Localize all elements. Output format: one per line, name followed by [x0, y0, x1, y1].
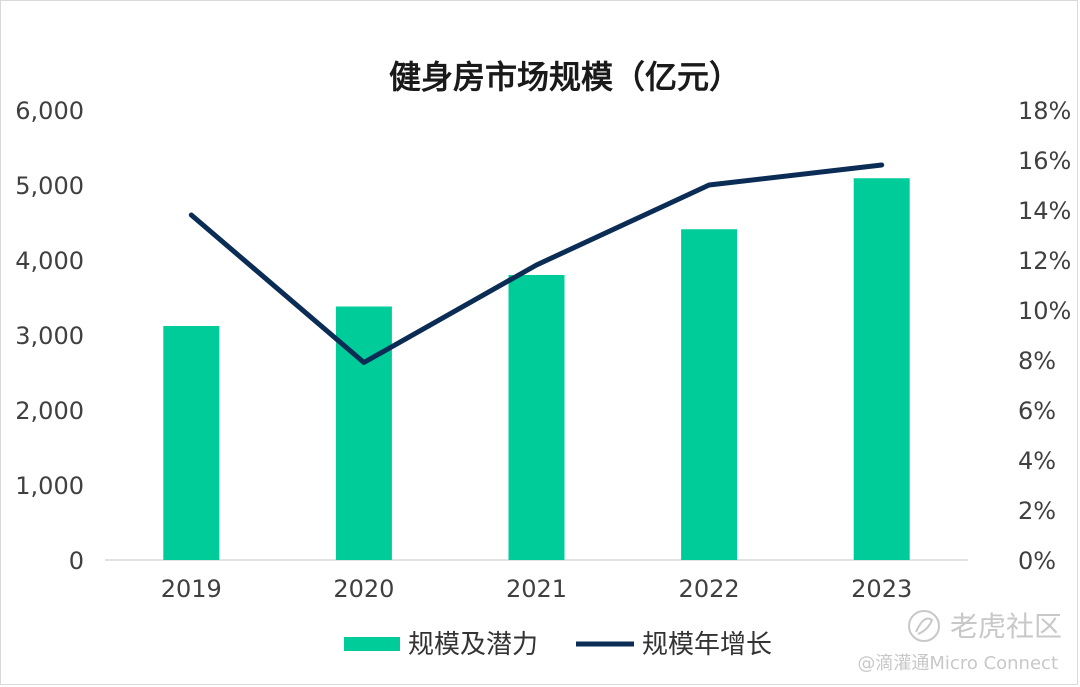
x-tick-label: 2022: [679, 575, 740, 603]
left-tick-label: 2,000: [15, 397, 84, 425]
left-axis-ticks: 0 1,000 2,000 3,000 4,000 5,000 6,000: [15, 97, 84, 575]
tiger-logo-icon: [908, 610, 940, 642]
bar-series: [163, 178, 910, 560]
right-tick-label: 12%: [1018, 247, 1071, 275]
right-tick-label: 8%: [1018, 347, 1056, 375]
x-axis-ticks: 2019 2020 2021 2022 2023: [161, 575, 912, 603]
right-tick-label: 6%: [1018, 397, 1056, 425]
bar-2022: [681, 229, 738, 560]
x-tick-label: 2020: [333, 575, 394, 603]
legend-line-label: 规模年增长: [642, 630, 772, 660]
tiger-logo-stroke: [915, 617, 934, 635]
left-tick-label: 4,000: [15, 247, 84, 275]
bar-2023: [853, 178, 910, 560]
watermark-brand: 老虎社区: [950, 610, 1062, 643]
x-tick-label: 2019: [161, 575, 222, 603]
left-tick-label: 6,000: [15, 97, 84, 125]
line-series: [188, 162, 885, 365]
left-tick-label: 3,000: [15, 322, 84, 350]
right-tick-label: 18%: [1018, 97, 1071, 125]
left-tick-label: 5,000: [15, 172, 84, 200]
right-tick-label: 4%: [1018, 447, 1056, 475]
right-axis-ticks: 0% 2% 4% 6% 8% 10% 12% 14% 16% 18%: [1018, 97, 1071, 575]
right-tick-label: 2%: [1018, 497, 1056, 525]
legend-bar-swatch: [344, 637, 400, 651]
legend: 规模及潜力 规模年增长: [344, 630, 772, 660]
watermark-source: @滴灌通Micro Connect: [857, 653, 1058, 674]
x-tick-label: 2021: [506, 575, 567, 603]
left-tick-label: 0: [69, 547, 84, 575]
right-tick-label: 14%: [1018, 197, 1071, 225]
right-tick-label: 0%: [1018, 547, 1056, 575]
bar-2021: [508, 275, 565, 560]
watermark: 老虎社区 @滴灌通Micro Connect: [857, 610, 1062, 674]
chart-title: 健身房市场规模（亿元）: [389, 58, 741, 96]
left-tick-label: 1,000: [15, 472, 84, 500]
right-tick-label: 16%: [1018, 147, 1071, 175]
legend-bar-label: 规模及潜力: [408, 630, 538, 660]
x-tick-label: 2023: [851, 575, 912, 603]
right-tick-label: 10%: [1018, 297, 1071, 325]
bar-2019: [163, 326, 220, 560]
